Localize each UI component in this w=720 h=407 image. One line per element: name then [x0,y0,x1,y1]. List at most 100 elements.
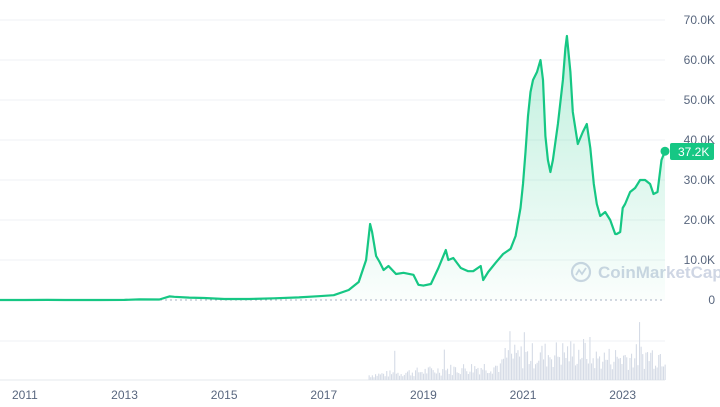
volume-bar [647,352,649,380]
volume-bar [416,367,418,380]
volume-bar [455,367,457,380]
volume-bar [379,374,381,380]
volume-bar [378,373,380,380]
volume-bar [595,351,597,380]
volume-bar [535,364,537,380]
volume-bar [472,372,474,380]
volume-bar [600,368,602,380]
volume-bar [605,359,607,380]
volume-bar [586,359,588,380]
x-tick-label: 2015 [211,388,238,402]
y-tick-label: 50.0K [684,93,715,107]
volume-bar [459,374,461,380]
volume-bar [448,374,450,380]
volume-bar [387,376,389,380]
volume-bar [584,342,586,380]
volume-bar [536,362,538,380]
volume-bar [589,337,591,380]
y-tick-label: 10.0K [684,253,715,267]
volume-bar [522,368,524,380]
y-tick-label: 30.0K [684,173,715,187]
volume-bar [546,366,548,380]
volume-bar [453,366,455,380]
volume-bar [491,373,493,380]
volume-bar [498,372,500,380]
volume-bar [490,371,492,380]
volume-bar [514,344,516,380]
volume-bar [642,354,644,380]
volume-bar [429,366,431,380]
volume-bar [442,369,444,380]
volume-bar [447,368,449,380]
volume-bar [571,356,573,380]
volume-bar [560,364,562,380]
volume-bar [493,367,495,380]
volume-bar [581,357,583,380]
volume-bar [594,368,596,380]
volume-bar [551,359,553,380]
volume-bar [415,370,417,380]
volume-bar [597,358,599,380]
volume-bar [656,367,658,380]
volume-bar [607,359,609,380]
volume-bar [370,377,372,380]
volume-bar [458,373,460,380]
volume-bar [554,355,556,380]
volume-bar [623,355,625,380]
volume-bar [658,355,660,380]
volume-bar [418,372,420,380]
volume-bar [384,376,386,380]
volume-bar [403,374,405,380]
volume-bar [599,356,601,380]
volume-bar [434,372,436,380]
volume-bar [381,373,383,380]
current-price-label: 37.2K [678,145,709,159]
volume-bar [629,358,631,380]
volume-bar [408,370,410,380]
volume-bar [611,369,613,380]
volume-bar [477,367,479,380]
volume-bar [440,375,442,380]
volume-bar [399,375,401,380]
volume-bar [663,366,665,380]
volume-bar [616,356,618,380]
volume-bar [515,352,517,380]
volume-bar [637,365,639,380]
x-axis: 2011 2013 2015 2017 2019 2021 2023 [12,388,636,402]
volume-bar [482,369,484,380]
volume-bar [664,364,666,380]
y-tick-label: 0 [708,293,715,307]
volume-bar [445,370,447,380]
volume-bar [619,358,621,380]
volume-bar [503,358,505,380]
volume-bar [527,351,529,380]
volume-bar [543,359,545,380]
volume-bar [506,357,508,380]
volume-bar [432,370,434,380]
volume-bar [439,372,441,380]
volume-bar [583,339,585,380]
volume-bar [373,377,375,380]
volume-bar [479,374,481,380]
volume-bar [471,364,473,380]
current-price-point[interactable] [660,146,670,156]
volume-bar [509,331,511,380]
volume-bar [375,374,377,380]
volume-bar [423,373,425,380]
volume-bar [592,358,594,380]
volume-bar [400,374,402,380]
volume-bar [523,332,525,380]
y-tick-label: 60.0K [684,53,715,67]
volume-bar [413,376,415,380]
y-tick-label: 20.0K [684,213,715,227]
volume-bar [640,346,642,380]
volume-bar [368,375,370,380]
volume-bar [487,373,489,380]
volume-bar [528,364,530,380]
x-tick-label: 2023 [609,388,636,402]
volume-bar [655,365,657,380]
volume-bar [661,366,663,380]
volume-bar [608,348,610,380]
